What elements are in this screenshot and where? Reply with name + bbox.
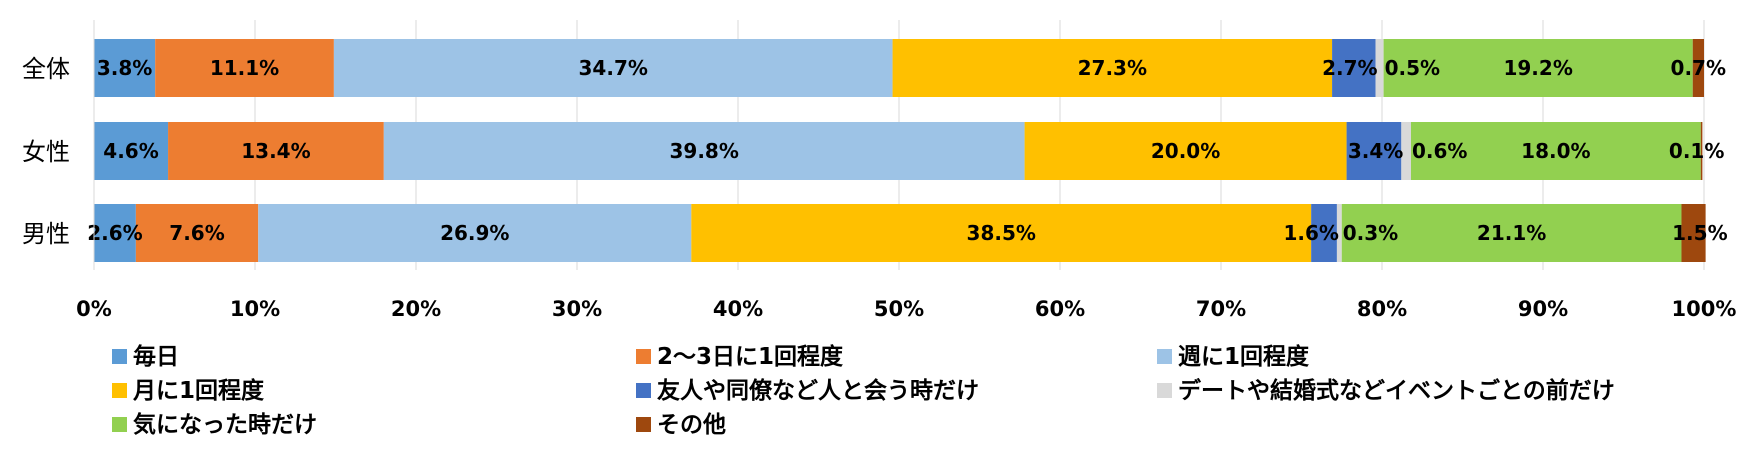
legend-entry: その他: [657, 412, 726, 438]
data-label: 13.4%: [241, 139, 310, 163]
x-tick-label: 50%: [874, 297, 924, 321]
bar-segment: [1336, 204, 1342, 262]
data-label: 26.9%: [440, 221, 509, 245]
data-label: 3.8%: [97, 56, 152, 80]
bar-segment: [1700, 122, 1703, 180]
bar-segment: [168, 122, 384, 180]
bar-segment: [1341, 204, 1682, 262]
legend-entry: デートや結婚式などイベントごとの前だけ: [1178, 377, 1615, 404]
legend-entry: 月に1回程度: [132, 377, 265, 404]
legend-swatch: [636, 349, 651, 364]
data-label: 0.3%: [1343, 221, 1398, 245]
legend-swatch: [1157, 349, 1172, 364]
legend-swatch: [112, 383, 127, 398]
data-label: 0.1%: [1669, 139, 1724, 163]
bar-segment: [1401, 122, 1411, 180]
data-label: 21.1%: [1477, 221, 1546, 245]
x-tick-label: 60%: [1035, 297, 1085, 321]
x-tick-label: 20%: [391, 297, 441, 321]
legend-swatch: [112, 417, 127, 432]
bar-segment: [691, 204, 1312, 262]
data-label: 11.1%: [210, 56, 279, 80]
x-tick-label: 0%: [76, 297, 112, 321]
bar-segment: [1332, 39, 1376, 97]
data-label: 19.2%: [1503, 56, 1572, 80]
bar-segment: [383, 122, 1025, 180]
bar-segment: [94, 204, 136, 262]
data-label: 4.6%: [103, 139, 158, 163]
data-label: 7.6%: [169, 221, 224, 245]
x-tick-label: 80%: [1357, 297, 1407, 321]
bar-segment: [135, 204, 259, 262]
data-label: 18.0%: [1521, 139, 1590, 163]
data-label: 0.7%: [1671, 56, 1726, 80]
data-label: 38.5%: [967, 221, 1036, 245]
bar-segment: [1692, 39, 1704, 97]
data-label: 3.4%: [1348, 139, 1403, 163]
bar-segment: [258, 204, 692, 262]
bar-segment: [94, 122, 169, 180]
x-tick-label: 100%: [1672, 297, 1737, 321]
legend-swatch: [636, 383, 651, 398]
bar-segment: [155, 39, 334, 97]
data-label: 34.7%: [579, 56, 648, 80]
data-label: 1.6%: [1283, 221, 1338, 245]
category-label: 男性: [22, 220, 70, 248]
bar-segment: [1024, 122, 1347, 180]
data-label: 27.3%: [1078, 56, 1147, 80]
x-tick-label: 70%: [1196, 297, 1246, 321]
x-tick-label: 90%: [1518, 297, 1568, 321]
data-label: 20.0%: [1151, 139, 1220, 163]
bar-segment: [1311, 204, 1337, 262]
data-label: 39.8%: [669, 139, 738, 163]
bar-segment: [1375, 39, 1384, 97]
legend-swatch: [112, 349, 127, 364]
bar-segment: [94, 39, 156, 97]
x-tick-label: 30%: [552, 297, 602, 321]
legend-entry: 2〜3日に1回程度: [657, 343, 844, 370]
data-label: 0.5%: [1385, 56, 1440, 80]
legend-swatch: [1157, 383, 1172, 398]
category-label: 全体: [22, 55, 70, 83]
data-label: 2.6%: [87, 221, 142, 245]
category-label: 女性: [22, 138, 70, 166]
bar-segment: [1410, 122, 1701, 180]
bars: [94, 39, 1706, 262]
bar-segment: [1383, 39, 1693, 97]
x-tick-label: 10%: [230, 297, 280, 321]
legend-entry: 毎日: [133, 344, 179, 370]
data-label: 1.5%: [1672, 221, 1727, 245]
bar-segment: [892, 39, 1333, 97]
bar-segment: [333, 39, 893, 97]
legend-entry: 週に1回程度: [1178, 343, 1310, 370]
legend-entry: 気になった時だけ: [133, 411, 317, 438]
bar-segment: [1681, 204, 1706, 262]
x-tick-label: 40%: [713, 297, 763, 321]
data-labels: 3.8% 11.1% 34.7% 27.3% 2.7% 0.5% 19.2% 0.7% 4.6%…: [87, 56, 1727, 245]
legend-entry: 友人や同僚など人と会う時だけ: [657, 377, 979, 404]
data-label: 2.7%: [1322, 56, 1377, 80]
data-label: 0.6%: [1412, 139, 1467, 163]
bar-segment: [1346, 122, 1402, 180]
legend-swatch: [636, 417, 651, 432]
